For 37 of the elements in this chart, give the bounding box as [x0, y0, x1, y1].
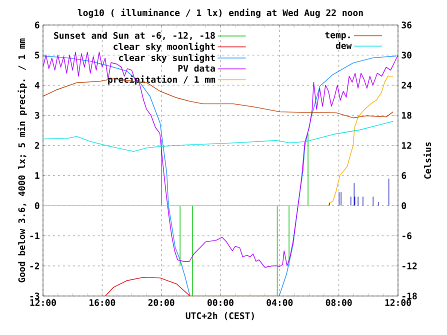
- legend-label: dew: [336, 42, 352, 49]
- y2-tick-label: -12: [402, 262, 417, 270]
- y2-tick-label: 36: [402, 22, 412, 28]
- y-tick-label: 6: [34, 22, 40, 28]
- y-tick-label: 4: [34, 82, 40, 88]
- x-tick-label: 16:00: [90, 299, 116, 306]
- y2-tick-label: 0: [402, 202, 406, 210]
- x-tick-label: 12:00: [30, 299, 56, 306]
- y2-tick-label: 18: [402, 112, 412, 119]
- y-tick-label: -1: [30, 232, 40, 240]
- x-tick-label: 00:00: [208, 299, 234, 306]
- y-tick-label: 5: [35, 52, 40, 58]
- y2-tick-label: 30: [402, 52, 412, 58]
- y2-axis-title: Celsius: [424, 142, 431, 179]
- y-tick-label: 3: [34, 112, 40, 119]
- y2-tick-label: -18: [402, 292, 417, 300]
- y2-tick-label: 6: [402, 172, 406, 179]
- y-tick-label: 2: [34, 142, 40, 149]
- x-tick-label: 04:00: [266, 299, 293, 306]
- x-tick-label: 12:00: [385, 299, 411, 306]
- y-tick-label: 0: [34, 202, 40, 210]
- legend-label: clear sky moonlight: [114, 42, 215, 52]
- legend-label: PV data: [178, 64, 215, 72]
- y2-tick-label: -6: [402, 232, 412, 240]
- y2-tick-label: 24: [402, 82, 412, 89]
- legend-label: clear sky sunlight: [119, 54, 215, 63]
- legend-label: temp.: [325, 32, 350, 40]
- y-tick-label: -2: [30, 262, 40, 270]
- x-tick-label: 08:00: [326, 299, 352, 306]
- y2-tick-label: 12: [402, 142, 412, 149]
- x-axis-title: UTC+2h (CEST): [186, 312, 254, 320]
- chart-title: log10 ( illuminance / 1 lx) ending at Wed Aug 22 noon: [78, 8, 363, 18]
- y-tick-label: -3: [30, 292, 40, 300]
- y-axis-title: Good below 3.6, 4000 lx; 5 min precip. / 1 mm: [18, 38, 27, 282]
- legend-label: Sunset and Sun at -6, -12, -18: [54, 32, 215, 40]
- y-tick-label: 1: [35, 172, 40, 179]
- x-tick-label: 20:00: [148, 299, 174, 306]
